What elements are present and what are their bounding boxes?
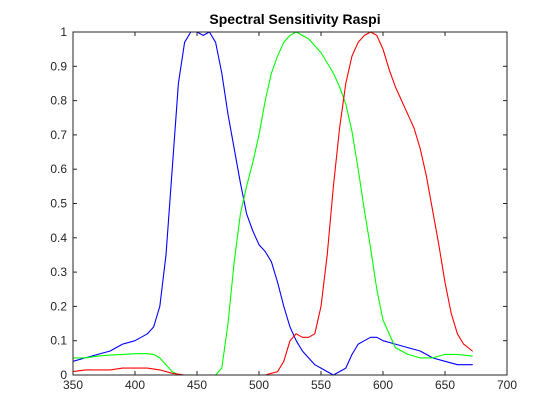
x-tick-label-6: 650	[435, 378, 455, 392]
y-tick-label-6: 0.6	[50, 162, 67, 176]
y-tick-label-9: 0.9	[50, 59, 67, 73]
series-line-3	[73, 32, 472, 375]
series-line-1	[73, 32, 472, 375]
y-tick-label-4: 0.4	[50, 231, 67, 245]
plot-box	[73, 32, 507, 375]
x-tick-label-1: 400	[125, 378, 145, 392]
x-tick-label-5: 600	[373, 378, 393, 392]
x-tick-label-2: 450	[187, 378, 207, 392]
series-line-2	[73, 32, 472, 375]
y-tick-label-3: 0.3	[50, 265, 67, 279]
series-layer	[73, 32, 472, 375]
x-tick-label-4: 550	[311, 378, 331, 392]
y-tick-label-10: 1	[60, 25, 67, 39]
ticks-layer: 350 400 450 500 550 600 650 70000.10.20.30.40.5…	[50, 25, 517, 392]
y-tick-label-7: 0.7	[50, 128, 67, 142]
y-tick-label-1: 0.1	[50, 334, 67, 348]
y-tick-label-8: 0.8	[50, 94, 67, 108]
x-tick-label-7: 700	[497, 378, 517, 392]
y-tick-label-0: 0	[60, 368, 67, 382]
y-tick-label-2: 0.2	[50, 299, 67, 313]
chart-title: Spectral Sensitivity Raspi	[209, 11, 380, 27]
x-tick-label-3: 500	[249, 378, 269, 392]
y-tick-label-5: 0.5	[50, 197, 67, 211]
